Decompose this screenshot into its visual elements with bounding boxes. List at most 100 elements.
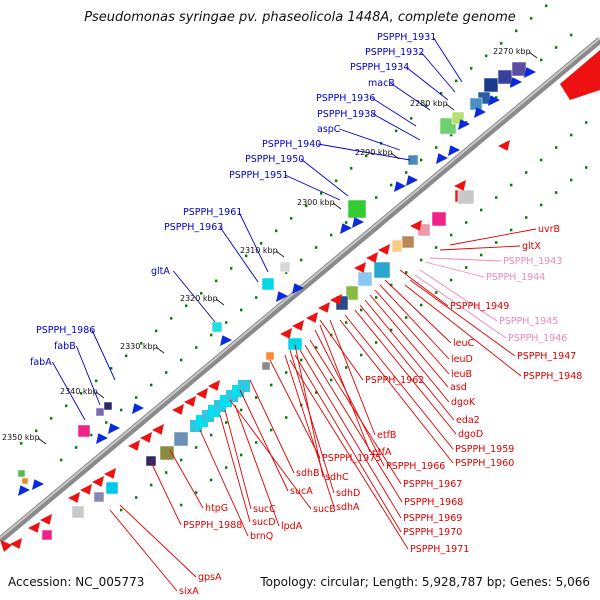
gene-arrow: [0, 540, 12, 552]
accession-text: Accession: NC_005773: [8, 575, 145, 589]
gene-label: sdhA: [336, 502, 360, 513]
gene-label: PSPPH_1966: [386, 461, 445, 472]
gene-label: PSPPH_1975: [322, 453, 381, 464]
tick-dot: [315, 391, 318, 394]
gene-label: PSPPH_1950: [245, 154, 304, 165]
leader-line: [359, 304, 455, 421]
gene-label: macB: [368, 78, 395, 89]
tick-dot: [495, 241, 498, 244]
gene-label: sixA: [179, 586, 199, 597]
gene-label: leuC: [453, 338, 475, 349]
leader-line: [249, 379, 295, 474]
gene-arrow: [220, 335, 232, 346]
gene-label: PSPPH_1960: [455, 458, 514, 469]
leader-line: [289, 349, 335, 494]
gene-arrow: [524, 67, 536, 78]
gene-label: PSPPH_1967: [403, 479, 462, 490]
kbp-tick: [275, 250, 285, 258]
gene-arrow: [292, 283, 304, 294]
gene-block: [391, 239, 403, 253]
gene-arrow: [510, 77, 522, 88]
gene-labels: PSPPH_1931 PSPPH_1932 PSPPH_1934 macB PSPPH_…: [30, 32, 582, 597]
gene-arrow: [458, 119, 470, 130]
leader-line: [239, 389, 289, 492]
gene-label: brnQ: [250, 531, 273, 542]
gene-label: gltA: [151, 266, 170, 277]
leader-line: [384, 279, 452, 344]
tick-dot: [290, 217, 293, 220]
leader-line: [234, 404, 280, 527]
tick-dot: [540, 203, 543, 207]
tick-dot: [300, 358, 303, 362]
tick-dot: [195, 346, 198, 349]
tick-dot: [345, 321, 348, 324]
tick-dot: [240, 408, 243, 412]
tick-dot: [305, 204, 308, 208]
tick-dot: [435, 291, 438, 294]
leader-line: [299, 349, 402, 519]
tick-dot: [215, 279, 218, 283]
tick-dot: [525, 216, 528, 219]
leader-line: [374, 289, 450, 375]
leader-line: [309, 339, 402, 485]
tick-dot: [450, 233, 453, 237]
map-title: Pseudomonas syringae pv. phaseolicola 14…: [84, 10, 516, 25]
tick-dot: [420, 158, 423, 162]
gene-label: uvrB: [538, 224, 560, 235]
tick-dot: [200, 292, 203, 295]
tick-dot: [465, 266, 468, 269]
gene-block: [469, 97, 483, 111]
leader-line: [91, 329, 116, 381]
tick-dot: [125, 354, 128, 358]
gene-block: [159, 445, 175, 461]
gene-label: PSPPH_1970: [403, 527, 462, 538]
gene-label: PSPPH_1988: [183, 520, 242, 531]
leader-line: [414, 274, 507, 339]
tick-dot: [80, 392, 83, 395]
gene-arrow: [352, 217, 364, 228]
genome-summary-text: Topology: circular; Length: 5,928,787 bp…: [260, 575, 590, 589]
tick-dot: [440, 92, 443, 95]
tick-dot: [500, 42, 503, 45]
leader-line: [390, 82, 431, 111]
gene-block: [17, 469, 26, 478]
tick-dot: [495, 196, 498, 199]
leader-line: [354, 309, 457, 435]
leader-line: [369, 294, 449, 388]
tick-dot: [360, 353, 363, 357]
gene-label: aspC: [317, 124, 341, 135]
gene-arrow: [340, 223, 352, 234]
gene-label: PSPPH_1986: [36, 325, 95, 336]
tick-dot: [35, 429, 38, 433]
gene-arrow: [208, 380, 220, 391]
gene-arrow: [318, 302, 330, 313]
gene-label: PSPPH_1936: [316, 93, 375, 104]
gene-label: PSPPH_1934: [350, 62, 409, 73]
gene-label: lpdA: [281, 521, 303, 532]
kbp-tick: [95, 391, 105, 399]
tick-dot: [540, 158, 543, 162]
gene-block: [261, 277, 275, 291]
gene-label: PSPPH_1951: [229, 170, 288, 181]
gene-arrow: [128, 440, 140, 451]
gene-block: [21, 477, 29, 485]
gene-label: sdhD: [336, 488, 360, 499]
kbp-label: 2300 kbp: [297, 198, 335, 207]
gene-arrow: [184, 396, 196, 407]
kbp-label: 2270 kbp: [493, 47, 531, 56]
leader-line: [109, 509, 178, 592]
kbp-label: 2320 kbp: [180, 294, 218, 303]
tick-dot: [470, 67, 473, 70]
gene-label: PSPPH_1932: [365, 47, 424, 58]
tick-dot: [165, 371, 168, 374]
tick-dot: [165, 471, 168, 474]
tick-dot: [150, 483, 153, 487]
leader-line: [300, 158, 349, 197]
leader-line: [371, 97, 417, 127]
gene-arrow: [330, 294, 342, 305]
kbp-label: 2280 kbp: [410, 99, 448, 108]
gene-label: PSPPH_1945: [499, 316, 558, 327]
gene-label: asd: [450, 382, 467, 393]
